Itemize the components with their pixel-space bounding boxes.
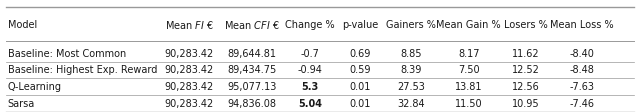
Text: Sarsa: Sarsa [8,99,35,109]
Text: 0.01: 0.01 [349,82,371,92]
Text: Q-Learning: Q-Learning [8,82,61,92]
Text: Mean $FI$ €: Mean $FI$ € [165,19,214,31]
Text: 8.17: 8.17 [458,49,479,59]
Text: 90,283.42: 90,283.42 [165,65,214,75]
Text: 12.52: 12.52 [511,65,540,75]
Text: 27.53: 27.53 [397,82,425,92]
Text: 95,077.13: 95,077.13 [227,82,277,92]
Text: Mean Loss %: Mean Loss % [550,20,614,30]
Text: 0.01: 0.01 [349,99,371,109]
Text: 8.85: 8.85 [401,49,422,59]
Text: 90,283.42: 90,283.42 [165,49,214,59]
Text: -7.46: -7.46 [570,99,595,109]
Text: 89,434.75: 89,434.75 [228,65,276,75]
Text: 0.69: 0.69 [349,49,371,59]
Text: Change %: Change % [285,20,335,30]
Text: -7.63: -7.63 [570,82,595,92]
Text: -8.48: -8.48 [570,65,595,75]
Text: 90,283.42: 90,283.42 [165,82,214,92]
Text: 13.81: 13.81 [455,82,483,92]
Text: Mean Gain %: Mean Gain % [436,20,501,30]
Text: 0.59: 0.59 [349,65,371,75]
Text: 32.84: 32.84 [397,99,425,109]
Text: p-value: p-value [342,20,378,30]
Text: 10.95: 10.95 [511,99,540,109]
Text: Mean $CFI$ €: Mean $CFI$ € [225,19,280,31]
Text: Model: Model [8,20,37,30]
Text: 90,283.42: 90,283.42 [165,99,214,109]
Text: -0.7: -0.7 [300,49,319,59]
Text: 89,644.81: 89,644.81 [228,49,276,59]
Text: 94,836.08: 94,836.08 [228,99,276,109]
Text: -8.40: -8.40 [570,49,595,59]
Text: 7.50: 7.50 [458,65,479,75]
Text: 8.39: 8.39 [401,65,422,75]
Text: Baseline: Most Common: Baseline: Most Common [8,49,126,59]
Text: 11.62: 11.62 [511,49,540,59]
Text: 12.56: 12.56 [511,82,540,92]
Text: 5.04: 5.04 [298,99,322,109]
Text: 5.3: 5.3 [301,82,318,92]
Text: Gainers %: Gainers % [387,20,436,30]
Text: 11.50: 11.50 [455,99,483,109]
Text: -0.94: -0.94 [298,65,322,75]
Text: Losers %: Losers % [504,20,547,30]
Text: Mean €: Mean € [172,20,207,30]
Text: Baseline: Highest Exp. Reward: Baseline: Highest Exp. Reward [8,65,157,75]
